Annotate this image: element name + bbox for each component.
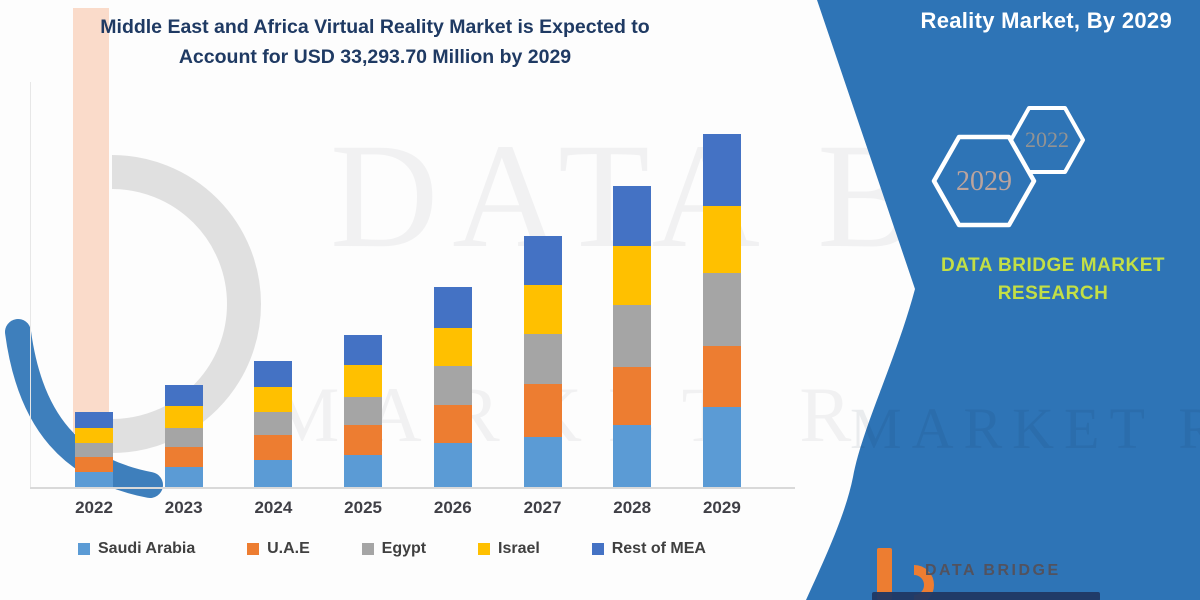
bar-segment-rest-of-mea-2026 [433, 287, 472, 328]
bar-segment-u-a-e-2027 [523, 383, 562, 437]
bar-segment-u-a-e-2023 [164, 447, 203, 467]
x-axis-label-2028: 2028 [613, 498, 652, 517]
bar-segment-israel-2029 [702, 206, 741, 273]
bar-segment-rest-of-mea-2022 [75, 411, 113, 428]
legend-item-u-a-e: U.A.E [247, 540, 310, 558]
legend-label-israel: Israel [498, 540, 540, 557]
bar-segment-egypt-2024 [254, 411, 293, 435]
x-axis-line [30, 487, 795, 489]
chart-title-line1: Middle East and Africa Virtual Reality M… [100, 16, 650, 38]
legend-item-rest-of-mea: Rest of MEA [591, 540, 706, 558]
chart-title-line2: Account for USD 33,293.70 Million by 202… [178, 46, 572, 68]
bar-segment-u-a-e-2026 [433, 405, 472, 443]
hexagon-small-outline [1009, 106, 1085, 174]
bar-segment-egypt-2025 [344, 396, 383, 425]
bar-segment-israel-2027 [523, 284, 562, 334]
bar-segment-israel-2024 [254, 386, 293, 412]
chart-legend: Saudi Arabia U.A.E Egypt Israel Rest of MEA [78, 540, 706, 558]
bar-segment-rest-of-mea-2028 [613, 185, 652, 246]
bar-segment-egypt-2027 [523, 333, 562, 384]
bar-segment-rest-of-mea-2029 [702, 134, 741, 206]
x-axis-label-2023: 2023 [164, 498, 203, 517]
legend-swatch-egypt [361, 543, 374, 555]
bar-segment-saudi-arabia-2028 [613, 424, 652, 487]
footer-logo-brand-text: DATA BRIDGE [925, 562, 1061, 579]
legend-swatch-u-a-e [247, 543, 260, 555]
bar-segment-saudi-arabia-2022 [75, 471, 113, 487]
panel-watermark-text: MARKET RESE [850, 396, 1200, 461]
bar-segment-u-a-e-2022 [75, 456, 113, 472]
bar-segment-israel-2022 [75, 427, 113, 443]
bar-segment-rest-of-mea-2027 [523, 235, 562, 285]
legend-swatch-rest-of-mea [591, 543, 604, 555]
bar-segment-rest-of-mea-2024 [254, 360, 293, 387]
bar-segment-egypt-2029 [702, 272, 741, 346]
logo-swoosh-shape [5, 319, 163, 498]
plot-area: 2022 2023 2024 2025 2026 2027 2028 2029 [30, 82, 795, 517]
bar-segment-israel-2028 [613, 245, 652, 305]
bar-segment-israel-2026 [433, 328, 472, 366]
bar-segment-saudi-arabia-2026 [433, 442, 472, 487]
bar-segment-israel-2025 [344, 364, 383, 397]
x-axis-label-2029: 2029 [702, 498, 741, 517]
bar-segment-u-a-e-2029 [702, 345, 741, 407]
logo-bar-shape [73, 8, 109, 433]
hexagon-year-2029-label: 2029 [956, 166, 1012, 197]
bar-segment-rest-of-mea-2025 [344, 334, 383, 365]
chart-title: Middle East and Africa Virtual Reality M… [20, 12, 730, 72]
brand-name: DATA BRIDGE MARKET RESEARCH [928, 252, 1178, 308]
x-axis-label-2026: 2026 [433, 498, 472, 517]
bar-segment-u-a-e-2025 [344, 424, 383, 455]
brand-name-line2: RESEARCH [997, 283, 1109, 304]
legend-label-u-a-e: U.A.E [267, 540, 310, 557]
bar-segment-u-a-e-2028 [613, 366, 652, 425]
x-axis-label-2022: 2022 [75, 498, 113, 517]
hexagon-large-outline [931, 134, 1037, 228]
side-panel-background [806, 0, 1200, 600]
footer-logo-bar-shape [877, 548, 892, 600]
legend-item-saudi-arabia: Saudi Arabia [78, 540, 195, 558]
bar-segment-saudi-arabia-2023 [164, 467, 203, 487]
legend-item-israel: Israel [478, 540, 540, 558]
bar-segment-rest-of-mea-2023 [164, 385, 203, 406]
legend-swatch-saudi-arabia [78, 543, 90, 555]
bar-segment-saudi-arabia-2024 [254, 459, 293, 487]
bar-segment-egypt-2023 [164, 428, 203, 447]
brand-name-line1: DATA BRIDGE MARKET [941, 255, 1165, 276]
bar-segment-egypt-2028 [613, 304, 652, 367]
hexagon-year-2022-label: 2022 [1025, 127, 1069, 152]
bar-segment-u-a-e-2024 [254, 434, 293, 460]
bar-segment-egypt-2026 [433, 366, 472, 405]
footer-logo-subtitle-band [872, 592, 1100, 600]
bar-segment-saudi-arabia-2029 [702, 406, 741, 487]
y-axis-line [30, 82, 31, 487]
legend-item-egypt: Egypt [361, 540, 427, 558]
legend-label-egypt: Egypt [381, 540, 427, 557]
side-panel-heading: Reality Market, By 2029 [920, 8, 1172, 33]
bar-segment-israel-2023 [164, 406, 203, 428]
x-axis-label-2024: 2024 [254, 498, 293, 517]
x-axis-label-2025: 2025 [344, 498, 382, 517]
bar-segment-saudi-arabia-2025 [344, 455, 383, 487]
x-axis-label-2027: 2027 [523, 498, 562, 517]
legend-swatch-israel [478, 543, 491, 555]
legend-label-rest-of-mea: Rest of MEA [611, 540, 706, 557]
legend-label-saudi-arabia: Saudi Arabia [98, 540, 196, 557]
bar-segment-saudi-arabia-2027 [523, 436, 562, 487]
bar-segment-egypt-2022 [75, 442, 113, 457]
